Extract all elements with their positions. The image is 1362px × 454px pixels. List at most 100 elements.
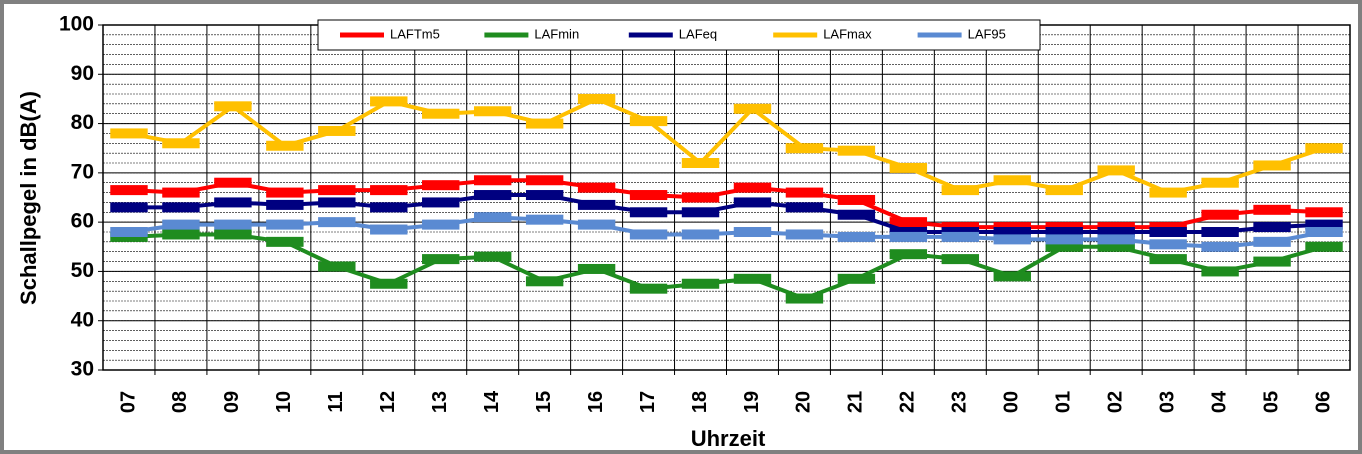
x-tick-label: 11 xyxy=(325,391,347,412)
data-marker xyxy=(629,190,668,201)
x-tick-label: 23 xyxy=(949,391,971,413)
x-tick-label: 16 xyxy=(585,391,607,413)
data-marker xyxy=(993,271,1031,282)
data-marker xyxy=(629,283,668,294)
data-marker xyxy=(629,229,668,240)
data-marker xyxy=(889,231,928,242)
data-marker xyxy=(422,219,460,230)
data-marker xyxy=(318,261,356,272)
x-tick-label: 18 xyxy=(689,391,711,413)
y-tick-label: 60 xyxy=(71,210,94,233)
x-tick-label: 02 xyxy=(1104,391,1126,413)
data-marker xyxy=(214,101,252,112)
data-marker xyxy=(110,185,148,196)
data-marker xyxy=(837,273,876,284)
data-marker xyxy=(941,231,980,242)
legend-label: LAFmin xyxy=(534,26,579,41)
data-marker xyxy=(1305,241,1343,252)
data-marker xyxy=(370,185,408,196)
data-marker xyxy=(370,278,408,289)
data-marker xyxy=(577,182,616,193)
data-marker xyxy=(1253,160,1291,171)
data-marker xyxy=(162,219,200,230)
data-marker xyxy=(162,187,200,198)
data-marker xyxy=(837,209,876,220)
data-marker xyxy=(1045,234,1083,245)
x-tick-label: 04 xyxy=(1208,390,1230,413)
data-marker xyxy=(525,175,564,186)
data-marker xyxy=(473,106,512,117)
data-marker xyxy=(1253,222,1291,233)
x-tick-label: 17 xyxy=(637,391,659,413)
data-marker xyxy=(733,227,772,237)
data-marker xyxy=(577,199,616,210)
data-marker xyxy=(1253,204,1291,215)
data-marker xyxy=(785,229,824,240)
data-marker xyxy=(1149,239,1187,250)
data-marker xyxy=(318,125,356,136)
legend-label: LAFmax xyxy=(823,26,872,41)
data-marker xyxy=(1305,227,1343,237)
legend-label: LAFeq xyxy=(679,26,717,41)
data-marker xyxy=(889,249,928,260)
data-marker xyxy=(681,158,720,168)
data-marker xyxy=(785,293,824,304)
data-marker xyxy=(577,263,616,274)
x-tick-label: 08 xyxy=(169,391,191,413)
data-marker xyxy=(785,202,824,213)
data-marker xyxy=(941,185,980,196)
x-tick-label: 21 xyxy=(845,391,867,413)
data-marker xyxy=(162,202,200,213)
data-marker xyxy=(1097,241,1135,252)
data-marker xyxy=(370,96,408,107)
data-marker xyxy=(266,140,304,151)
data-marker xyxy=(681,207,720,218)
data-marker xyxy=(110,202,148,213)
legend-label: LAFTm5 xyxy=(390,26,440,41)
data-marker xyxy=(525,118,564,129)
data-marker xyxy=(473,175,512,186)
data-marker xyxy=(266,199,304,210)
x-tick-label: 00 xyxy=(1001,391,1023,413)
data-marker xyxy=(110,227,148,237)
data-marker xyxy=(525,214,564,225)
data-marker xyxy=(889,162,928,173)
data-marker xyxy=(1305,219,1343,230)
data-marker xyxy=(318,185,356,196)
x-tick-label: 09 xyxy=(221,391,243,413)
data-marker xyxy=(837,145,876,156)
y-tick-label: 50 xyxy=(71,259,94,282)
data-marker xyxy=(1097,227,1135,237)
data-marker xyxy=(681,229,720,240)
data-marker xyxy=(733,182,772,193)
data-marker xyxy=(733,273,772,284)
data-marker xyxy=(993,234,1031,245)
data-marker xyxy=(993,175,1031,186)
data-marker xyxy=(785,187,824,198)
x-tick-label: 07 xyxy=(117,391,139,413)
x-tick-label: 19 xyxy=(741,391,763,413)
y-tick-label: 100 xyxy=(59,13,94,36)
x-tick-label: 10 xyxy=(273,391,295,413)
x-tick-label: 06 xyxy=(1312,391,1334,413)
data-marker xyxy=(1149,227,1187,237)
x-tick-label: 13 xyxy=(429,391,451,413)
legend-label: LAF95 xyxy=(968,26,1006,41)
x-tick-label: 01 xyxy=(1053,391,1075,413)
data-marker xyxy=(214,197,252,208)
data-marker xyxy=(266,219,304,230)
data-marker xyxy=(1253,236,1291,247)
data-marker xyxy=(1097,234,1135,245)
x-tick-label: 15 xyxy=(533,391,555,413)
y-tick-label: 30 xyxy=(71,358,94,381)
y-axis-title: Schallpegel in dB(A) xyxy=(16,91,41,305)
data-marker xyxy=(422,180,460,191)
y-tick-label: 70 xyxy=(71,160,94,183)
data-marker xyxy=(162,229,200,240)
data-marker xyxy=(1097,165,1135,176)
data-marker xyxy=(1149,187,1187,198)
data-marker xyxy=(837,231,876,242)
x-tick-label: 22 xyxy=(897,391,919,413)
data-marker xyxy=(1201,266,1239,277)
